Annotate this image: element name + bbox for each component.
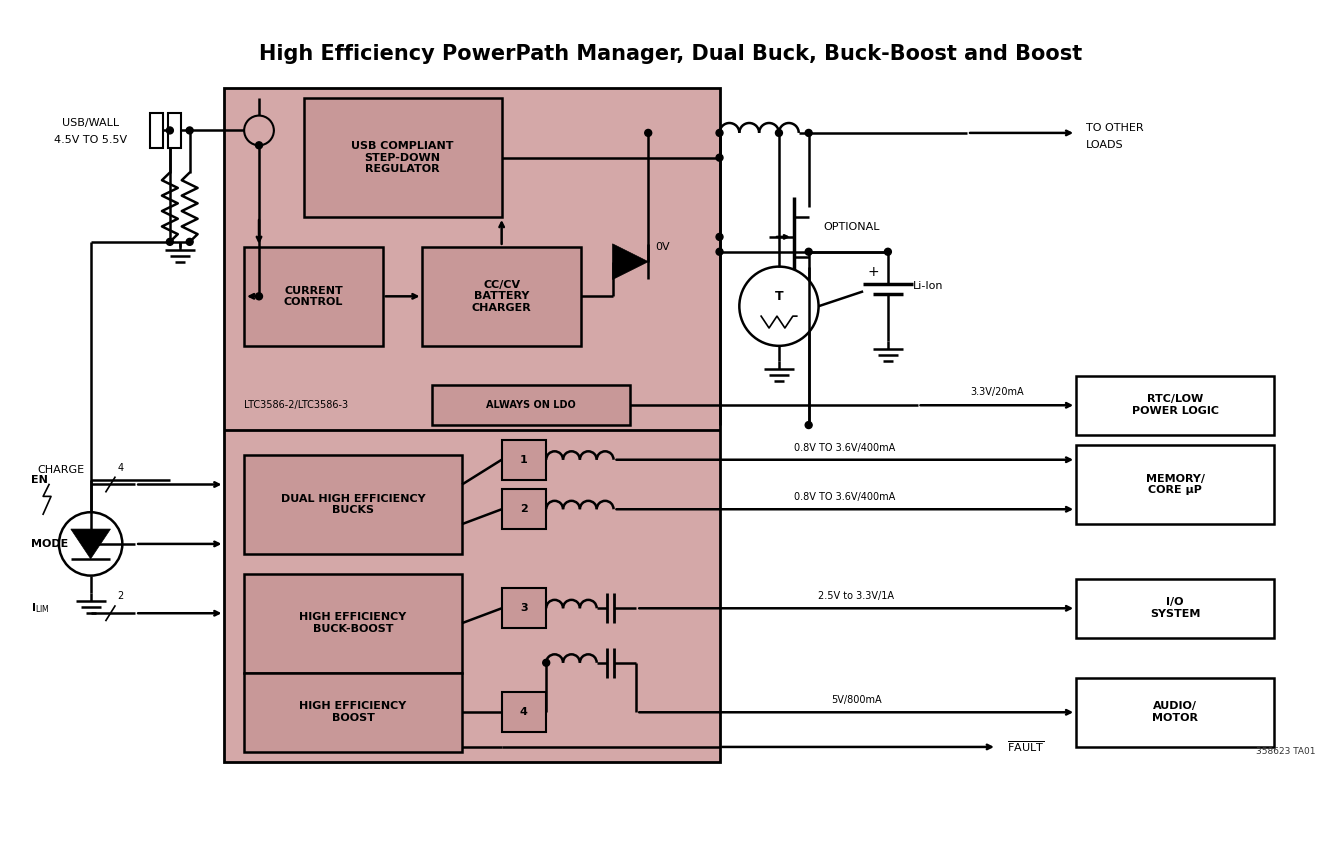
- Circle shape: [717, 248, 723, 255]
- Text: I/O
SYSTEM: I/O SYSTEM: [1150, 598, 1200, 619]
- Bar: [244, 573, 462, 673]
- Text: 0V: 0V: [655, 242, 670, 252]
- Circle shape: [776, 130, 782, 137]
- Text: EN: EN: [31, 475, 48, 484]
- Bar: [502, 440, 546, 479]
- Bar: [224, 88, 719, 762]
- Text: TO OTHER: TO OTHER: [1086, 123, 1143, 133]
- Bar: [244, 455, 462, 554]
- Text: T: T: [774, 290, 784, 303]
- Bar: [432, 386, 631, 425]
- Bar: [502, 693, 546, 732]
- Text: AUDIO/
MOTOR: AUDIO/ MOTOR: [1151, 702, 1198, 723]
- Circle shape: [187, 239, 193, 246]
- Text: 2: 2: [521, 504, 527, 515]
- Text: USB COMPLIANT
STEP-DOWN
REGULATOR: USB COMPLIANT STEP-DOWN REGULATOR: [352, 141, 454, 174]
- Bar: [244, 673, 462, 752]
- Text: HIGH EFFICIENCY
BUCK-BOOST: HIGH EFFICIENCY BUCK-BOOST: [299, 612, 407, 634]
- Text: 3: 3: [521, 603, 527, 613]
- Bar: [1076, 677, 1274, 747]
- Circle shape: [717, 130, 723, 137]
- Text: RTC/LOW
POWER LOGIC: RTC/LOW POWER LOGIC: [1131, 394, 1219, 416]
- Circle shape: [59, 512, 122, 575]
- Text: I$_{\rm LIM}$: I$_{\rm LIM}$: [31, 601, 50, 615]
- Text: $\overline{\rm FAULT}$: $\overline{\rm FAULT}$: [1006, 740, 1044, 754]
- Circle shape: [542, 659, 550, 666]
- Text: 5V/800mA: 5V/800mA: [831, 695, 882, 705]
- Circle shape: [884, 248, 891, 255]
- Circle shape: [805, 130, 812, 137]
- Circle shape: [717, 234, 723, 240]
- Circle shape: [717, 154, 723, 161]
- Text: 3.3V/20mA: 3.3V/20mA: [970, 388, 1024, 397]
- Text: DUAL HIGH EFFICIENCY
BUCKS: DUAL HIGH EFFICIENCY BUCKS: [280, 494, 425, 515]
- Text: HIGH EFFICIENCY
BOOST: HIGH EFFICIENCY BOOST: [299, 702, 407, 723]
- Bar: [1076, 579, 1274, 638]
- Circle shape: [166, 127, 173, 134]
- Circle shape: [244, 116, 274, 145]
- Text: +: +: [867, 265, 879, 279]
- Bar: [150, 113, 162, 148]
- Bar: [1076, 375, 1274, 435]
- Text: MODE: MODE: [31, 539, 68, 549]
- Bar: [244, 247, 382, 346]
- Text: CHARGE: CHARGE: [38, 465, 85, 475]
- Text: 358623 TA01: 358623 TA01: [1256, 747, 1315, 756]
- Text: 4: 4: [519, 708, 527, 717]
- Bar: [502, 490, 546, 529]
- Text: 2: 2: [117, 592, 123, 601]
- Circle shape: [255, 293, 263, 300]
- Text: Li-Ion: Li-Ion: [913, 281, 943, 292]
- Circle shape: [805, 421, 812, 428]
- Circle shape: [166, 239, 173, 246]
- Text: LOADS: LOADS: [1086, 140, 1123, 150]
- Bar: [168, 113, 181, 148]
- Polygon shape: [612, 244, 648, 279]
- Text: ALWAYS ON LDO: ALWAYS ON LDO: [487, 400, 576, 410]
- Bar: [502, 588, 546, 628]
- Text: 1: 1: [521, 455, 527, 465]
- Text: MEMORY/
CORE μP: MEMORY/ CORE μP: [1146, 474, 1205, 496]
- Circle shape: [739, 266, 819, 346]
- Text: 2.5V to 3.3V/1A: 2.5V to 3.3V/1A: [819, 592, 894, 601]
- Circle shape: [644, 130, 652, 137]
- Polygon shape: [71, 529, 110, 559]
- Bar: [423, 247, 581, 346]
- Text: CC/CV
BATTERY
CHARGER: CC/CV BATTERY CHARGER: [472, 279, 531, 313]
- Text: 0.8V TO 3.6V/400mA: 0.8V TO 3.6V/400mA: [794, 443, 895, 452]
- Text: CURRENT
CONTROL: CURRENT CONTROL: [283, 285, 344, 307]
- Circle shape: [187, 127, 193, 134]
- Text: 4: 4: [117, 463, 123, 472]
- Text: High Efficiency PowerPath Manager, Dual Buck, Buck-Boost and Boost: High Efficiency PowerPath Manager, Dual …: [259, 44, 1083, 64]
- Bar: [303, 99, 502, 217]
- Bar: [1076, 445, 1274, 524]
- Circle shape: [255, 142, 263, 149]
- Text: 0.8V TO 3.6V/400mA: 0.8V TO 3.6V/400mA: [794, 492, 895, 503]
- Text: OPTIONAL: OPTIONAL: [824, 222, 880, 232]
- Text: LTC3586-2/LTC3586-3: LTC3586-2/LTC3586-3: [244, 400, 349, 410]
- Circle shape: [805, 248, 812, 255]
- Text: 4.5V TO 5.5V: 4.5V TO 5.5V: [54, 135, 127, 144]
- Text: USB/WALL: USB/WALL: [62, 118, 119, 128]
